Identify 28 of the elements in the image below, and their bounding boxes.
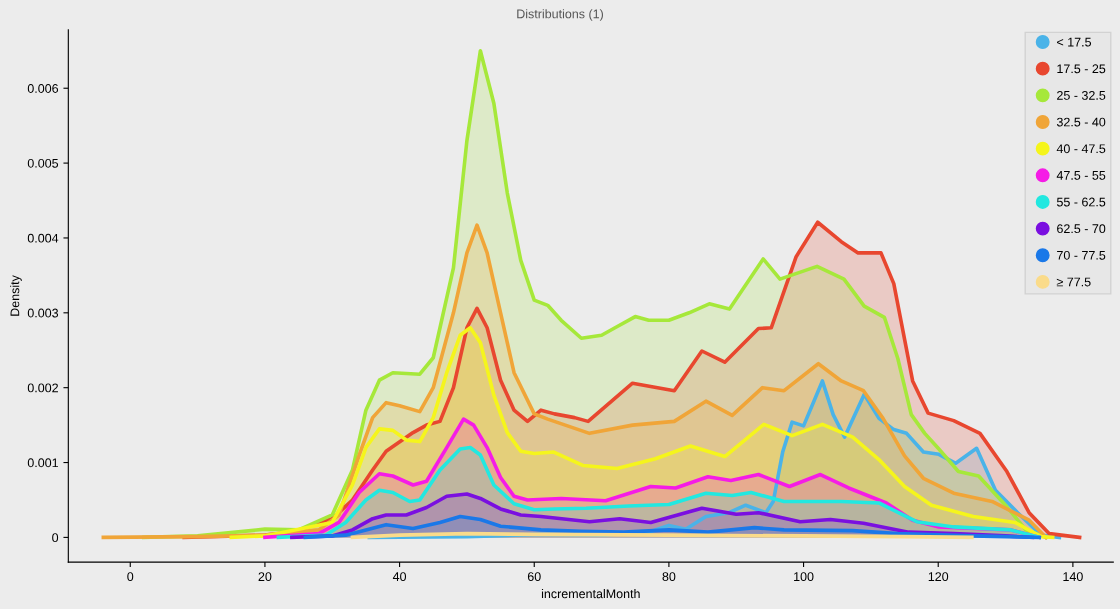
- y-tick-label: 0.002: [27, 383, 58, 393]
- legend-label: 70 - 77.5: [1057, 250, 1106, 260]
- y-axis-title: Density: [10, 275, 22, 316]
- x-tick-label: 80: [662, 572, 676, 582]
- x-tick-label: 20: [258, 572, 272, 582]
- y-tick-label: 0.006: [27, 84, 59, 93]
- x-tick-label: 100: [794, 572, 814, 582]
- y-tick-label: 0.003: [27, 308, 59, 318]
- legend-label: 62.5 - 70: [1057, 224, 1106, 234]
- y-tick-label: 0.005: [27, 158, 59, 168]
- x-tick-label: 60: [527, 572, 541, 582]
- y-tick-label: 0: [52, 533, 59, 543]
- chart-title: Distributions (1): [517, 9, 603, 21]
- legend-label: 47.5 - 55: [1056, 171, 1106, 180]
- y-tick-label: 0.001: [27, 458, 58, 468]
- x-tick-label: 0: [127, 572, 134, 582]
- legend-label: 25 - 32.5: [1057, 90, 1106, 100]
- legend-label: 32.5 - 40: [1056, 117, 1106, 127]
- legend-label: ≥ 77.5: [1056, 277, 1091, 287]
- x-tick-label: 140: [1063, 572, 1083, 582]
- legend-label: < 17.5: [1057, 37, 1092, 47]
- x-axis-title: incrementalMonth: [541, 589, 640, 599]
- legend-label: 40 - 47.5: [1056, 144, 1106, 154]
- x-tick-label: 40: [392, 572, 407, 582]
- legend-label: 17.5 - 25: [1057, 64, 1106, 74]
- legend-label: 55 - 62.5: [1056, 197, 1106, 207]
- y-tick-label: 0.004: [27, 233, 59, 243]
- x-tick-label: 120: [928, 572, 949, 582]
